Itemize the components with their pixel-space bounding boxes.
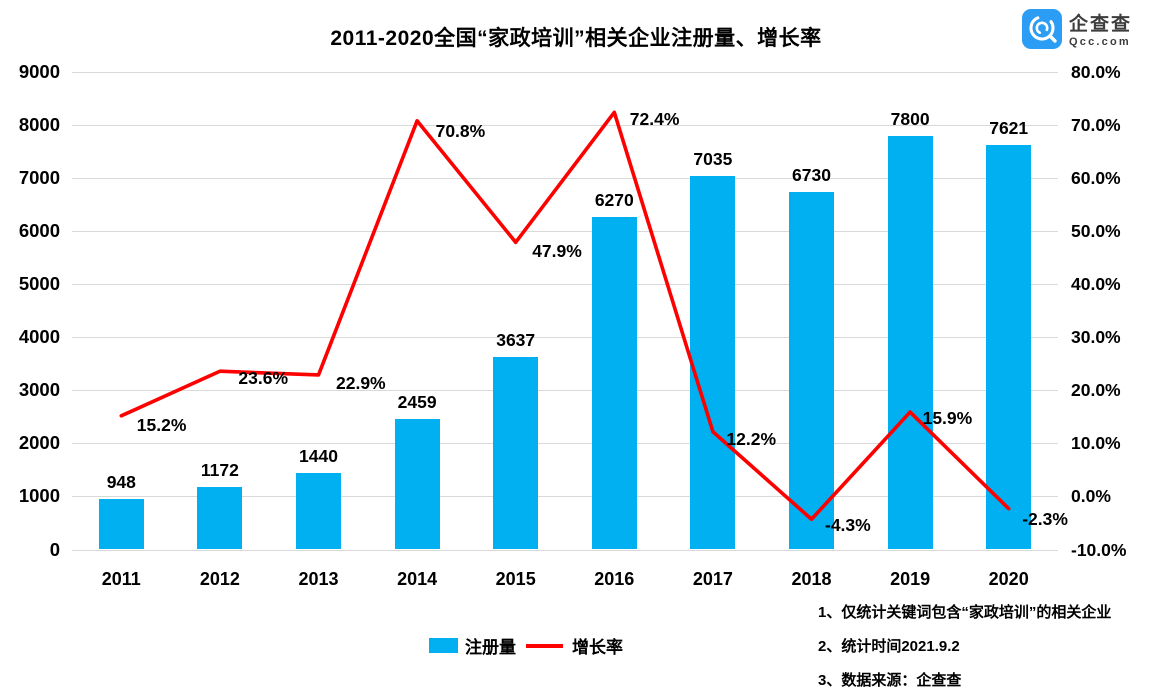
bar-value-label: 2459 <box>397 392 437 413</box>
growth-rate-label: 22.9% <box>336 372 386 393</box>
chart-title: 2011-2020全国“家政培训”相关企业注册量、增长率 <box>330 27 822 50</box>
x-axis-label: 2019 <box>890 568 931 589</box>
y-axis-left-tick: 4000 <box>18 326 60 348</box>
bar-value-label: 1172 <box>200 460 239 481</box>
y-axis-left-tick: 2000 <box>18 432 60 454</box>
x-axis-label: 2013 <box>298 568 339 589</box>
bar-2020 <box>986 145 1032 550</box>
y-axis-right-tick: 70.0% <box>1071 115 1121 136</box>
y-axis-right-tick: 80.0% <box>1071 62 1121 82</box>
growth-rate-label: -4.3% <box>825 515 871 536</box>
x-axis-label: 2012 <box>199 568 240 589</box>
bar-value-label: 1440 <box>299 446 338 467</box>
growth-rate-label: 15.2% <box>136 414 187 435</box>
growth-rate-label: 12.2% <box>726 428 777 449</box>
y-axis-left-tick: 9000 <box>18 61 60 82</box>
growth-rate-label: 23.6% <box>238 368 289 389</box>
y-axis-right-tick: 60.0% <box>1071 168 1121 189</box>
y-axis-right-tick: 40.0% <box>1071 274 1121 295</box>
bar-value-label: 6730 <box>792 165 831 186</box>
footnote-1: 1、仅统计关键词包含“家政培训”的相关企业 <box>818 604 1112 621</box>
y-axis-left-tick: 8000 <box>18 114 60 136</box>
bar-swatch-icon <box>429 638 458 653</box>
bar-value-label: 7035 <box>693 149 733 170</box>
y-axis-left-tick: 7000 <box>18 167 60 189</box>
x-axis-label: 2018 <box>791 568 832 589</box>
growth-rate-label: 72.4% <box>629 109 680 130</box>
y-axis-right-tick: 10.0% <box>1071 433 1121 454</box>
x-axis-label: 2015 <box>495 568 536 589</box>
bar-value-label: 6270 <box>594 189 634 210</box>
y-axis-right-tick: 30.0% <box>1071 327 1121 348</box>
bar-2019 <box>887 135 933 550</box>
footnote-2: 2、统计时间2021.9.2 <box>818 638 960 655</box>
x-axis-label: 2011 <box>101 568 141 589</box>
chart-legend: 注册量 增长率 <box>429 633 623 658</box>
legend-label: 增长率 <box>572 638 623 657</box>
y-axis-left-tick: 0 <box>49 538 60 560</box>
bar-value-label: 3637 <box>496 329 536 350</box>
x-axis-label: 2014 <box>397 568 438 589</box>
y-axis-right-tick: 0.0% <box>1071 486 1111 507</box>
bar-value-label: 948 <box>106 472 136 493</box>
y-axis-left-tick: 3000 <box>18 379 60 401</box>
y-axis-left-tick: 1000 <box>18 485 60 507</box>
qcc-logo-domain: Qcc.com <box>1069 35 1131 48</box>
bar-2014 <box>394 419 440 550</box>
growth-rate-label: 70.8% <box>435 120 486 141</box>
growth-rate-label: 47.9% <box>532 241 582 262</box>
bar-2016 <box>591 216 637 550</box>
y-axis-left-tick: 6000 <box>18 220 60 242</box>
qcc-logo-name: 企查查 <box>1069 13 1133 35</box>
bar-value-label: 7621 <box>989 118 1029 139</box>
growth-rate-label: 15.9% <box>922 408 973 429</box>
footnote-3: 3、数据来源：企查查 <box>818 672 962 689</box>
y-axis-right-tick: 50.0% <box>1071 221 1121 242</box>
qcc-logo-icon <box>1022 9 1062 54</box>
bar-2012 <box>197 487 243 550</box>
bar-2013 <box>296 473 341 550</box>
growth-rate-label: -2.3% <box>1022 508 1068 529</box>
legend-item-registrations: 注册量 <box>429 633 516 658</box>
bar-2017 <box>690 176 736 550</box>
gridline <box>72 72 1058 73</box>
footnotes: 1、仅统计关键词包含“家政培训”的相关企业 2、统计时间2021.9.2 3、数… <box>818 601 1111 693</box>
y-axis-right-tick: 20.0% <box>1071 380 1121 401</box>
x-axis-label: 2020 <box>988 568 1029 589</box>
y-axis-left-tick: 5000 <box>18 273 60 295</box>
legend-label: 注册量 <box>465 638 516 657</box>
x-axis-label: 2017 <box>692 568 733 589</box>
gridline <box>72 549 1058 551</box>
y-axis-right-tick: -10.0% <box>1071 539 1127 560</box>
bar-2015 <box>493 356 539 550</box>
bar-value-label: 7800 <box>890 108 930 129</box>
bar-2011 <box>98 499 144 550</box>
bar-2018 <box>789 192 834 550</box>
x-axis-label: 2016 <box>594 568 635 589</box>
legend-item-growth-rate: 增长率 <box>526 633 623 658</box>
line-swatch-icon <box>526 643 563 648</box>
qcc-logo-text: 企查查 Qcc.com <box>1069 13 1133 48</box>
qcc-logo: 企查查 Qcc.com <box>1022 9 1132 54</box>
